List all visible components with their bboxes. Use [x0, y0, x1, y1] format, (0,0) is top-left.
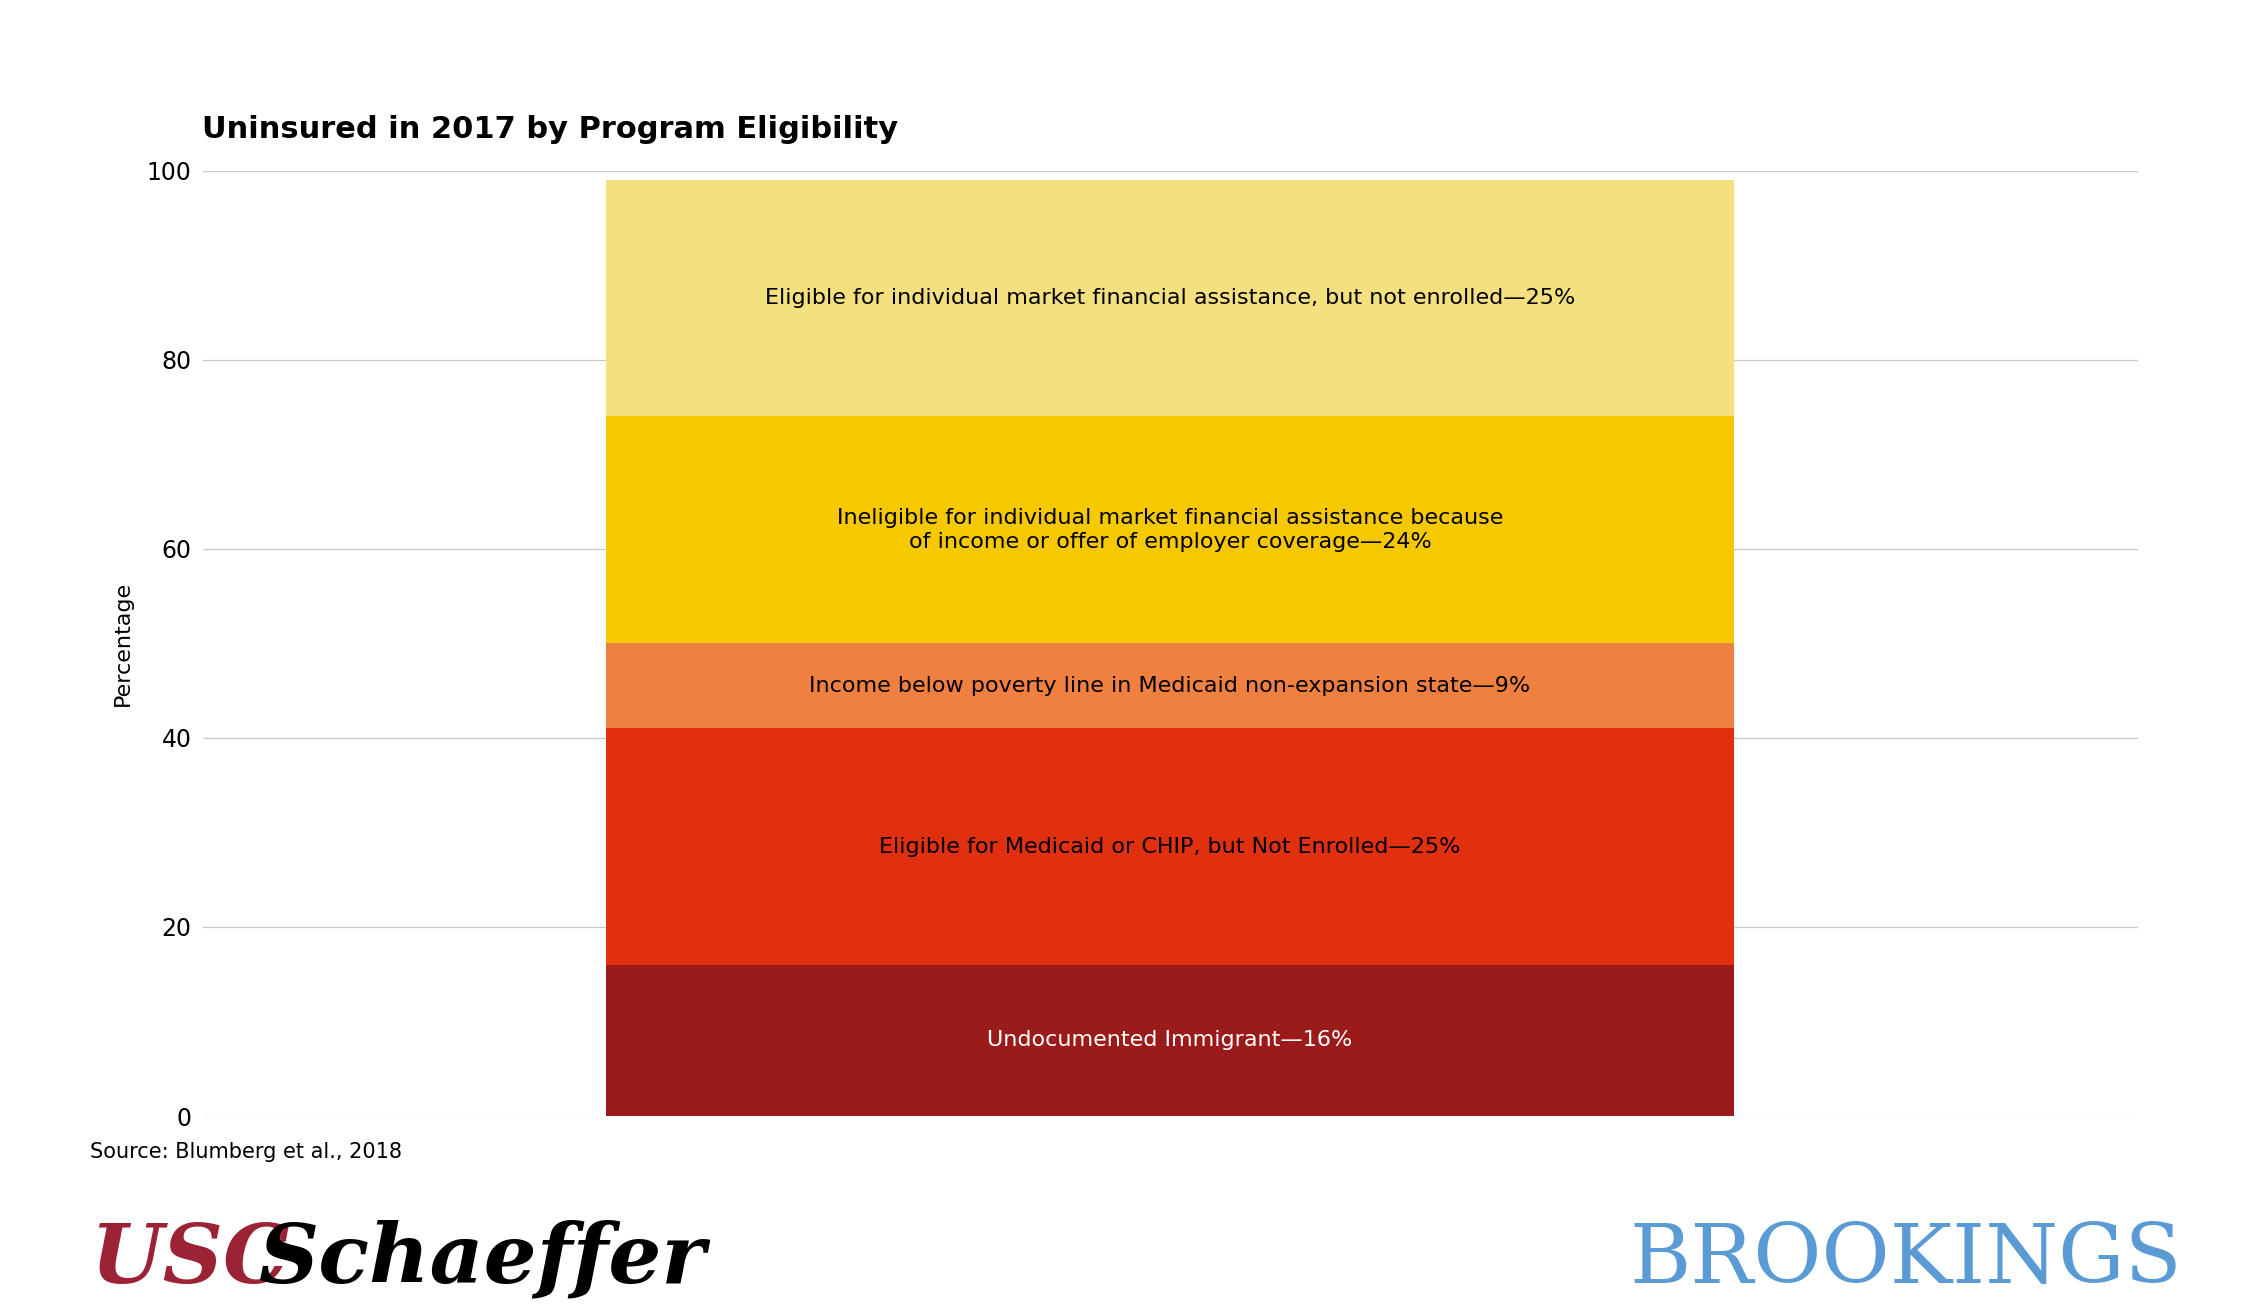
Text: USC: USC: [90, 1220, 290, 1300]
Text: Eligible for Medicaid or CHIP, but Not Enrolled—25%: Eligible for Medicaid or CHIP, but Not E…: [880, 836, 1460, 856]
Bar: [605, 729, 1735, 965]
Text: Schaeffer: Schaeffer: [259, 1220, 706, 1300]
Text: Source: Blumberg et al., 2018: Source: Blumberg et al., 2018: [90, 1142, 403, 1162]
Y-axis label: Percentage: Percentage: [112, 580, 133, 706]
Bar: [605, 965, 1735, 1116]
Text: Ineligible for individual market financial assistance because
of income or offer: Ineligible for individual market financi…: [837, 508, 1503, 551]
Bar: [605, 416, 1735, 643]
Bar: [605, 643, 1735, 729]
Text: Eligible for individual market financial assistance, but not enrolled—25%: Eligible for individual market financial…: [765, 289, 1575, 309]
Text: Uninsured in 2017 by Program Eligibility: Uninsured in 2017 by Program Eligibility: [202, 116, 898, 144]
Bar: [605, 180, 1735, 416]
Text: BROOKINGS: BROOKINGS: [1629, 1220, 2182, 1300]
Text: Undocumented Immigrant—16%: Undocumented Immigrant—16%: [988, 1031, 1352, 1050]
Text: Income below poverty line in Medicaid non-expansion state—9%: Income below poverty line in Medicaid no…: [810, 676, 1530, 696]
